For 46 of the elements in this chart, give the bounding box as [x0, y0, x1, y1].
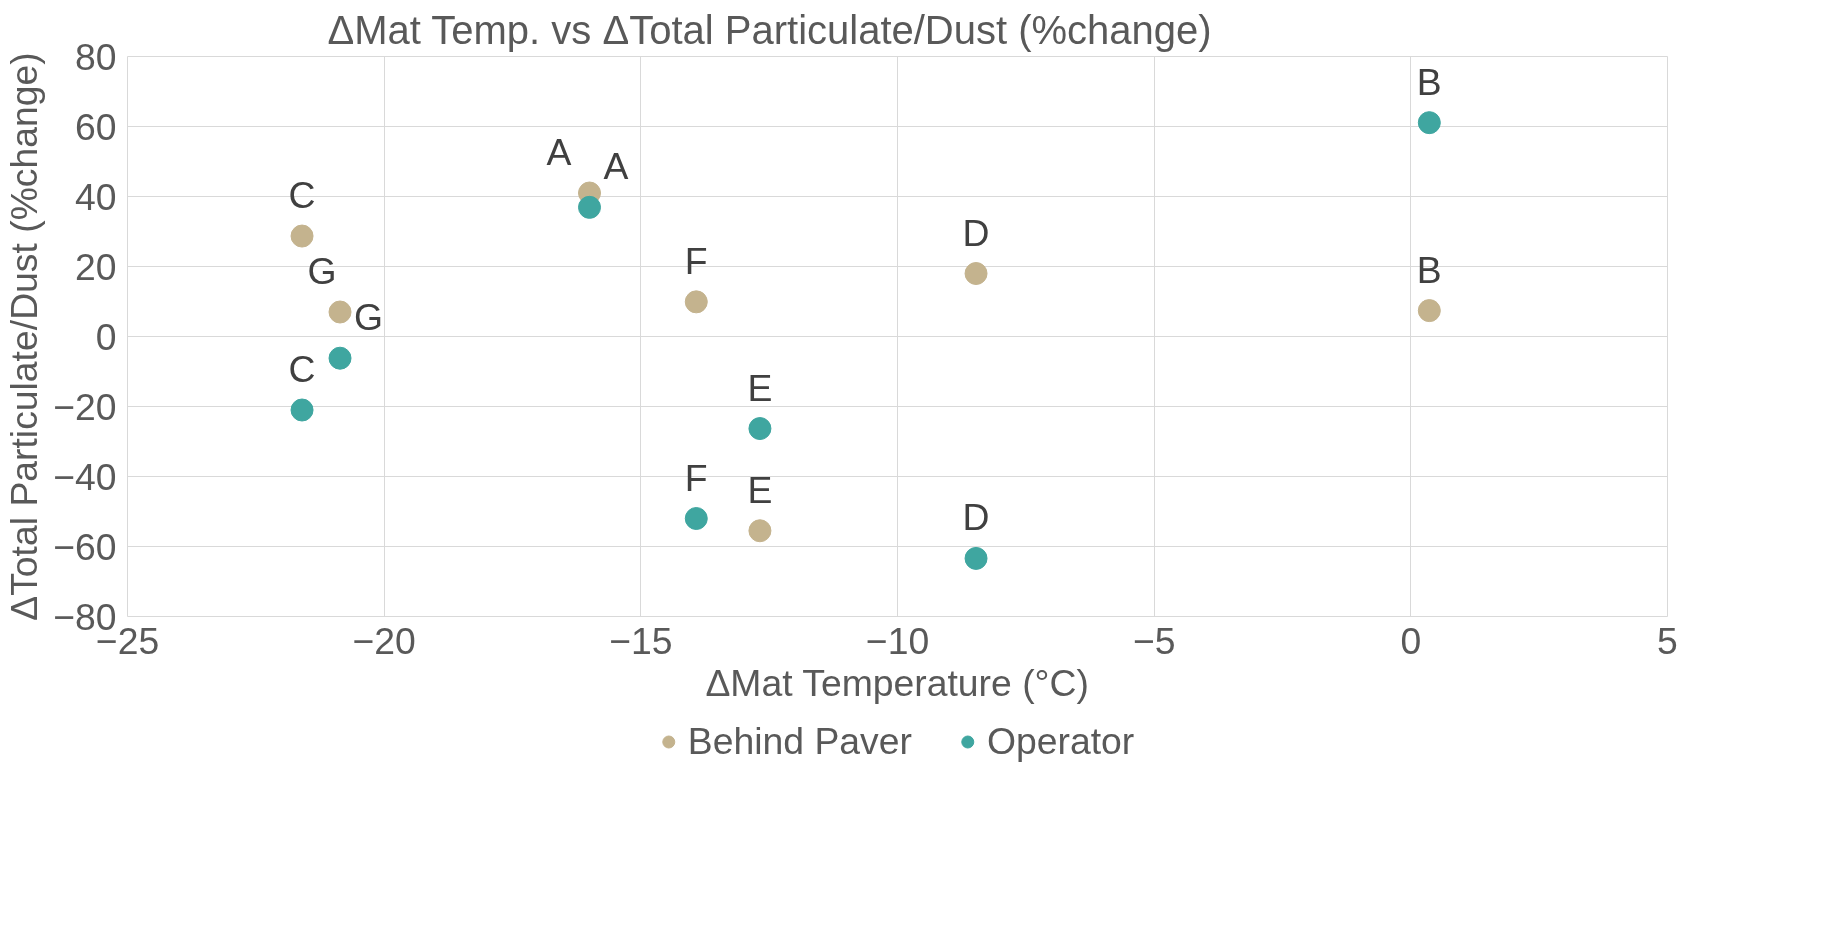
- annotation: A: [546, 131, 572, 173]
- point: [290, 398, 314, 422]
- annotation: D: [962, 211, 990, 254]
- point: [328, 346, 352, 370]
- annotation: B: [1416, 248, 1442, 291]
- point: [328, 300, 352, 324]
- point: [964, 546, 988, 570]
- x-tick-label: 0: [1400, 619, 1422, 662]
- annotation: C: [288, 174, 316, 217]
- annotation: G: [354, 296, 384, 339]
- y-tick-label: −60: [53, 525, 117, 568]
- annotation: E: [747, 366, 773, 409]
- annotation: G: [307, 250, 337, 292]
- x-tick-label: −20: [352, 619, 416, 662]
- y-tick-label: 40: [74, 175, 117, 218]
- legend-label: Operator: [986, 719, 1135, 763]
- x-tick-label: 5: [1657, 619, 1678, 662]
- legend-label: Behind Paver: [687, 719, 912, 763]
- point: [684, 507, 708, 530]
- point: [964, 262, 988, 285]
- x-tick-label: −5: [1132, 619, 1176, 662]
- annotation: C: [288, 348, 316, 390]
- point: [578, 195, 601, 219]
- point: [1417, 299, 1441, 323]
- y-tick-label: 0: [95, 315, 117, 358]
- y-axis-title: ΔTotal Particulate/Dust (%change): [3, 52, 46, 621]
- point: [684, 290, 708, 314]
- annotation: F: [684, 239, 708, 282]
- point: [290, 224, 314, 248]
- y-tick-label: −20: [53, 385, 117, 428]
- point: [748, 519, 772, 543]
- x-axis-title: ΔMat Temperature (°C): [705, 661, 1089, 704]
- annotation: A: [603, 145, 629, 188]
- y-tick-label: 60: [74, 105, 117, 148]
- x-tick-label: −10: [865, 619, 930, 662]
- annotation: D: [962, 496, 990, 539]
- annotation: B: [1416, 60, 1442, 103]
- y-tick-label: −40: [53, 455, 117, 498]
- annotation: F: [684, 456, 708, 499]
- x-tick-label: −15: [609, 619, 673, 662]
- point: [1417, 111, 1441, 135]
- chart-title: ΔMat Temp. vs ΔTotal Particulate/Dust (%change): [327, 7, 1212, 52]
- point: [748, 417, 772, 441]
- y-tick-label: 20: [74, 245, 117, 288]
- annotation: E: [747, 468, 773, 511]
- y-tick-label: 80: [74, 35, 117, 78]
